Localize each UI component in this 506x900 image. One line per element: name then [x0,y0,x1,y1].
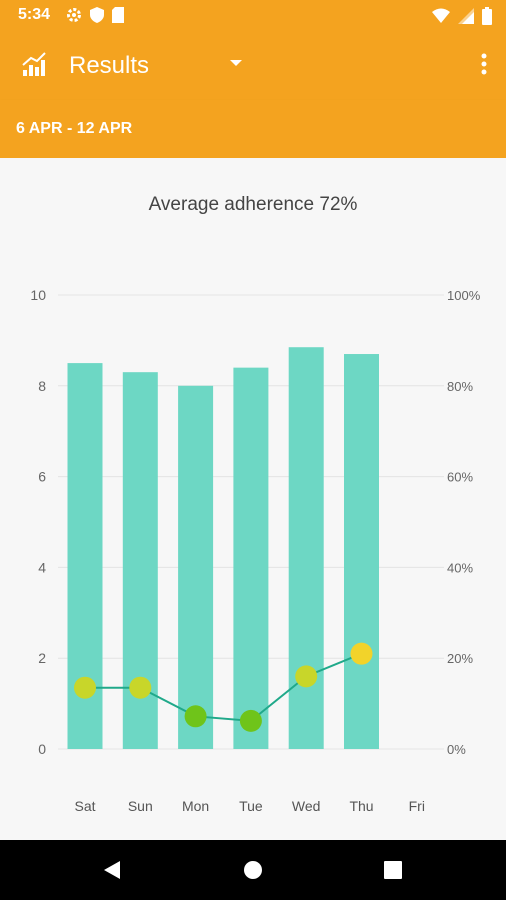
y-right-tick-label: 40% [447,560,473,575]
bar [178,385,214,749]
adherence-point [184,705,207,728]
adherence-point [74,676,96,699]
adherence-point [239,709,262,732]
y-right-tick-label: 80% [447,379,473,394]
status-bar: 5:34 [0,0,506,32]
x-tick-label: Mon [182,798,209,814]
y-left-tick-label: 0 [38,741,46,757]
y-right-tick-label: 20% [447,651,473,666]
y-left-tick-label: 6 [38,469,46,485]
x-tick-label: Thu [349,798,373,814]
x-tick-label: Tue [239,798,263,814]
app-title[interactable]: Results [69,52,150,79]
home-icon [244,861,262,879]
y-left-tick-label: 8 [38,378,46,394]
bar [288,347,324,749]
adherence-point [295,665,318,688]
back-button[interactable] [96,854,128,886]
sd-card-icon [112,7,124,23]
battery-icon [482,7,492,25]
date-range-bar: 6 APR - 12 APR [0,100,506,158]
recents-button[interactable] [377,854,409,886]
app-bar: Results [0,32,506,100]
wifi-icon [432,8,450,23]
x-tick-label: Fri [409,798,425,814]
adherence-point [129,676,152,699]
adherence-chart: 0 0% 2 20% 4 40% 6 60% 8 80% 10 100% Sat Sun Mon Tue Wed… [30,287,481,814]
back-icon [104,861,120,879]
y-left-tick-label: 4 [38,559,46,575]
shield-icon [90,7,104,23]
chart-title: Average adherence 72% [148,194,358,215]
x-tick-label: Sun [128,798,153,814]
recents-icon [384,861,402,879]
bar [233,367,269,749]
more-vert-icon[interactable] [480,52,488,76]
navigation-bar [0,840,506,900]
cell-signal-icon [458,8,474,24]
y-left-tick-label: 10 [30,287,46,303]
bar-chart-icon [22,52,46,76]
x-tick-label: Wed [292,798,321,814]
date-range[interactable]: 6 APR - 12 APR [16,120,133,137]
status-time: 5:34 [18,6,51,23]
home-button[interactable] [237,854,269,886]
y-right-tick-label: 100% [447,288,481,303]
adherence-point [350,642,373,665]
gear-icon [67,8,81,22]
y-right-tick-label: 0% [447,742,466,757]
bar [344,354,379,749]
dropdown-arrow-icon[interactable] [228,58,244,68]
y-left-tick-label: 2 [38,650,46,666]
x-tick-label: Sat [74,798,95,814]
y-right-tick-label: 60% [447,470,473,485]
